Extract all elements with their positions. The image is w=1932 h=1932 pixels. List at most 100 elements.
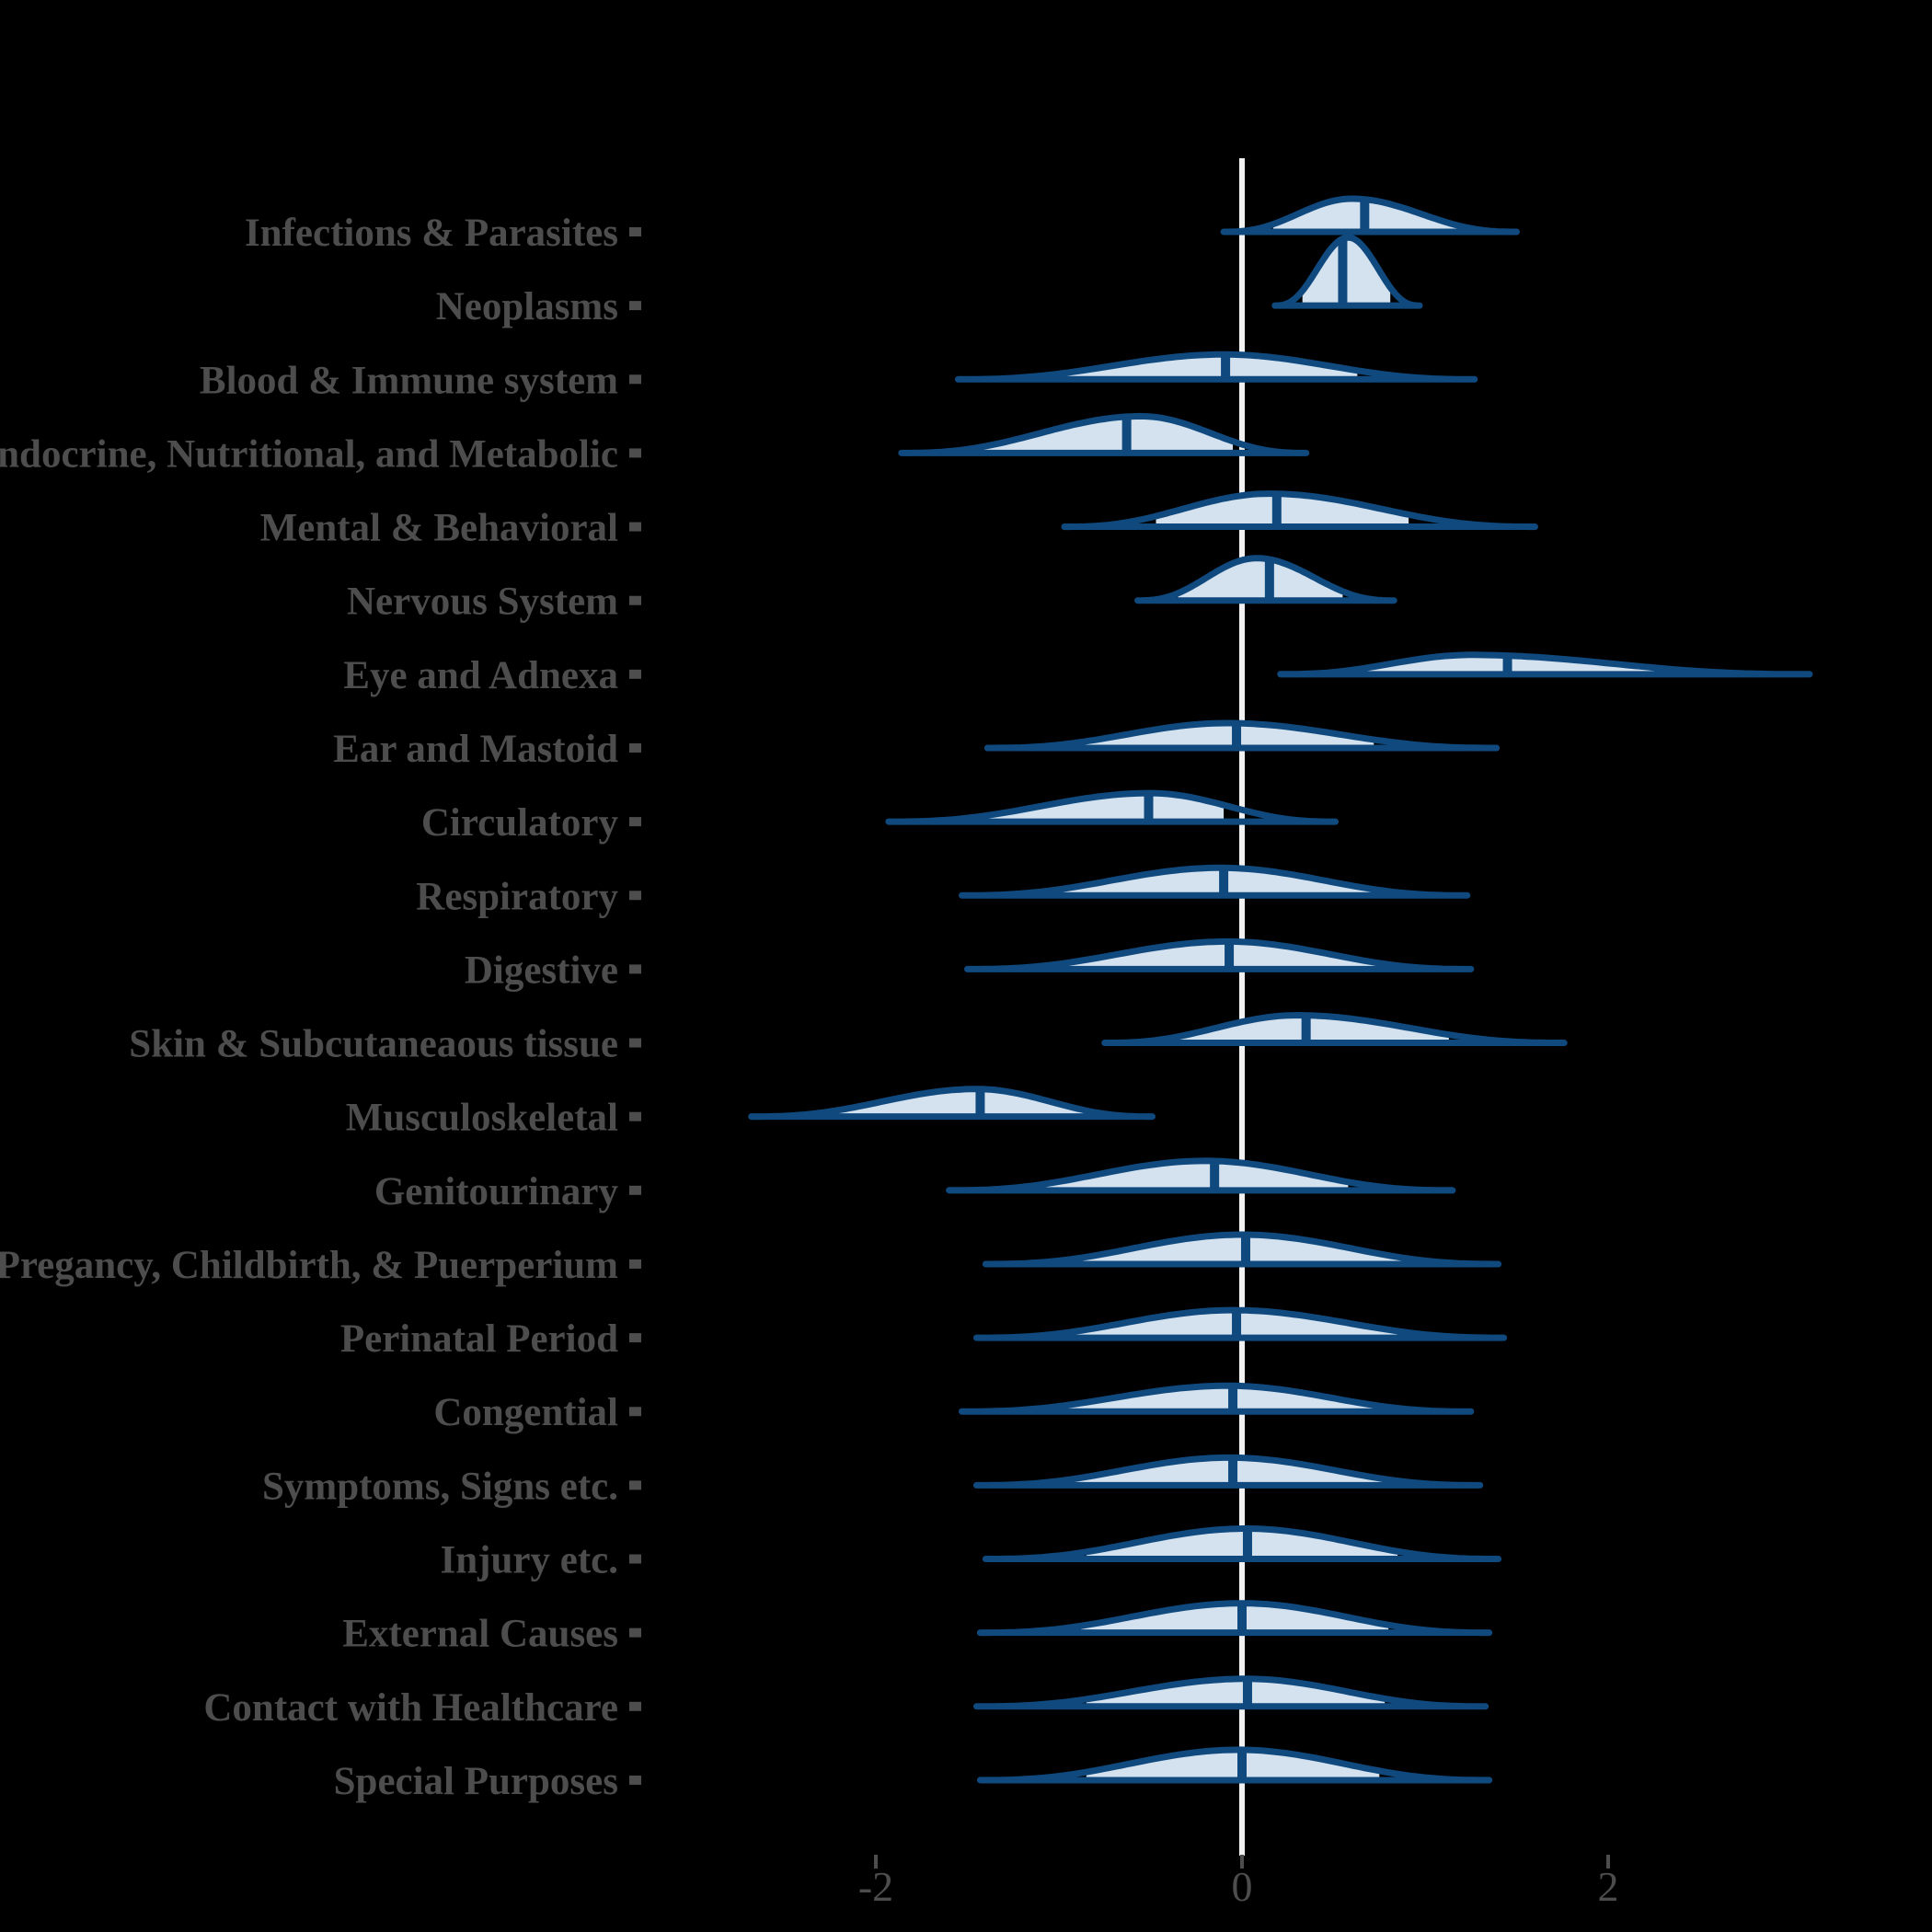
ridge-row <box>964 937 1475 972</box>
density-outline <box>982 1525 1502 1563</box>
y-tick <box>629 301 641 311</box>
category-label: Contact with Healthcare <box>203 1686 618 1730</box>
category-label: Nervous System <box>347 581 618 624</box>
y-tick <box>629 964 641 974</box>
x-tick-label: -2 <box>858 1863 893 1910</box>
ridge-row <box>972 1306 1508 1341</box>
density-outline <box>972 1675 1489 1710</box>
y-tick <box>629 1554 641 1564</box>
category-label: Blood & Immune system <box>200 359 618 402</box>
category-label: External Causes <box>342 1613 618 1656</box>
density-outline <box>1271 234 1423 309</box>
density-outline <box>976 1746 1493 1784</box>
category-label: Injury etc. <box>441 1539 618 1582</box>
density-fill <box>958 793 1225 822</box>
y-tick <box>629 227 641 236</box>
ridge-row <box>955 351 1478 383</box>
category-label: Infections & Parasites <box>245 212 618 255</box>
density-outline <box>976 1600 1493 1637</box>
category-label: Symptoms, Signs etc. <box>262 1465 618 1508</box>
y-axis-layer: Infections & Parasites Neoplasms Blood & I… <box>0 212 641 1803</box>
density-outline <box>964 937 1475 972</box>
category-label: Mental & Behavioral <box>260 507 618 550</box>
category-label: Perinatal Period <box>340 1317 618 1361</box>
category-label: Congential <box>433 1391 618 1434</box>
y-tick <box>629 1627 641 1638</box>
ridge-row <box>959 1382 1475 1415</box>
category-label: Ear and Mastoid <box>333 728 618 771</box>
density-outline <box>982 1231 1502 1268</box>
density-fill <box>1156 493 1409 527</box>
density-outline <box>972 1454 1484 1489</box>
ridge-row <box>982 1231 1502 1268</box>
ridge-row <box>1061 490 1538 531</box>
density-outline <box>898 412 1310 456</box>
density-outline <box>1101 1012 1568 1047</box>
category-label: Musculoskeletal <box>346 1097 618 1140</box>
category-label: Respiratory <box>416 875 618 918</box>
y-tick <box>629 448 641 458</box>
y-tick <box>629 1407 641 1417</box>
density-fill <box>1351 654 1709 674</box>
density-outline <box>885 789 1339 825</box>
y-tick <box>629 817 641 827</box>
ridge-row <box>976 1746 1493 1784</box>
category-label: Genitourinary <box>374 1170 619 1213</box>
y-tick <box>629 669 641 679</box>
density-fill <box>839 1088 1096 1117</box>
category-label: Special Purposes <box>334 1760 618 1803</box>
density-fill <box>1178 558 1343 601</box>
y-tick <box>629 1259 641 1269</box>
y-tick <box>629 1038 641 1048</box>
density-fill <box>1007 1160 1349 1190</box>
category-label: Pregancy, Childbirth, & Puerperium <box>0 1244 618 1287</box>
ridge-row <box>1101 1012 1568 1047</box>
density-outline <box>983 719 1501 752</box>
category-label: Neoplasms <box>436 285 618 328</box>
x-axis-layer: -2 0 2 <box>858 1855 1619 1910</box>
ridge-row <box>972 1454 1484 1489</box>
density-fill <box>1053 1235 1408 1264</box>
y-tick <box>629 1333 641 1343</box>
ridge-row <box>1271 234 1423 309</box>
y-tick <box>629 595 641 605</box>
ridge-row <box>898 412 1310 456</box>
x-tick-label: 2 <box>1598 1863 1619 1910</box>
y-tick <box>629 1111 641 1121</box>
ridge-row <box>946 1157 1456 1194</box>
density-fill <box>978 416 1234 454</box>
category-label: Digestive <box>465 949 618 992</box>
ridge-row <box>983 719 1501 752</box>
y-tick <box>629 1701 641 1711</box>
ridge-row <box>1220 195 1520 236</box>
ridge-row <box>972 1675 1489 1710</box>
category-label: Skin & Subcutaneaous tissue <box>129 1023 618 1066</box>
y-tick <box>629 1775 641 1785</box>
x-tick-label: 0 <box>1232 1863 1253 1910</box>
density-outline <box>1220 195 1520 236</box>
ridge-row <box>1134 555 1397 604</box>
density-outline <box>955 351 1478 383</box>
category-label: Eye and Adnexa <box>343 654 618 697</box>
category-label: Circulatory <box>421 801 619 845</box>
y-tick <box>629 522 641 532</box>
ridge-row <box>1277 651 1813 678</box>
y-tick <box>629 374 641 385</box>
density-outline <box>959 864 1471 899</box>
density-outline <box>1061 490 1538 531</box>
density-outline <box>972 1306 1508 1341</box>
density-outline <box>1134 555 1397 604</box>
y-tick <box>629 1480 641 1490</box>
ridge-row <box>959 864 1471 899</box>
ridge-row <box>982 1525 1502 1563</box>
y-tick <box>629 891 641 901</box>
density-outline <box>748 1086 1156 1121</box>
category-label: Endocrine, Nutritional, and Metabolic <box>0 432 618 476</box>
ridge-row <box>885 789 1339 825</box>
density-outline <box>959 1382 1475 1415</box>
density-outline <box>946 1157 1456 1194</box>
density-outline <box>1277 651 1813 678</box>
ridges-layer <box>748 195 1813 1784</box>
